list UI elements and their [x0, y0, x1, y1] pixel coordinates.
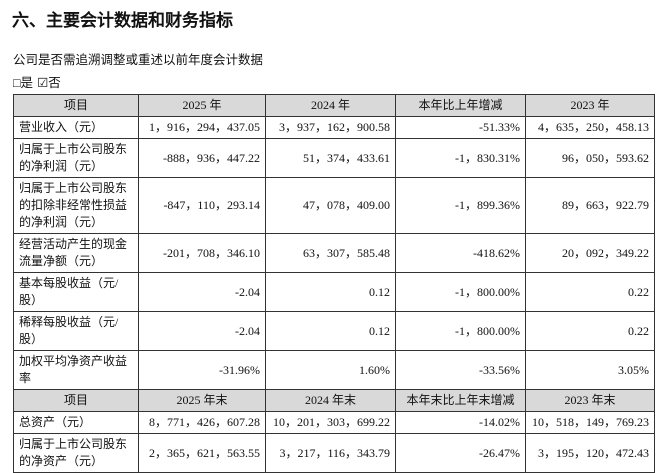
value-cell: -201，708，346.10	[138, 233, 266, 273]
header-cell: 本年比上年增减	[395, 94, 526, 117]
label-cell: 稀释每股收益（元/股）	[13, 311, 139, 351]
value-cell: 89，663，922.79	[525, 177, 655, 234]
header-cell: 2025 年	[138, 94, 266, 117]
value-cell: 0.12	[265, 311, 396, 351]
value-cell: 0.22	[525, 272, 655, 312]
label-cell: 加权平均净资产收益率	[13, 350, 139, 390]
header-cell: 2023 年	[525, 94, 655, 117]
value-cell: -33.56%	[395, 350, 526, 390]
value-cell: -1，800.00%	[395, 311, 526, 351]
value-cell: 10，518，149，769.23	[525, 411, 655, 434]
value-cell: -888，936，447.22	[138, 138, 266, 178]
row: 归属于上市公司股东的扣除非经常性损益的净利润（元） -847，110，293.14…	[13, 177, 655, 234]
value-cell: -1，830.31%	[395, 138, 526, 178]
value-cell: -51.33%	[395, 116, 526, 139]
row: 归属于上市公司股东的净资产（元） 2，365，621，563.55 3，217，11…	[13, 433, 655, 473]
header-cell: 2024 年	[265, 94, 396, 117]
header-row: 项目 2025 年末 2024 年末 本年末比上年末增减 2023 年末	[13, 389, 655, 412]
header-cell: 2025 年末	[138, 389, 266, 412]
question: 公司是否需追溯调整或重述以前年度会计数据	[13, 53, 264, 67]
row: 加权平均净资产收益率 -31.96% 1.60% -33.56% 3.05%	[13, 350, 655, 390]
value-cell: -847，110，293.14	[138, 177, 266, 234]
row: 归属于上市公司股东的净利润（元） -888，936，447.22 51，374，43…	[13, 138, 655, 178]
row: 基本每股收益（元/股） -2.04 0.12 -1，800.00% 0.22	[13, 272, 655, 312]
title: 六、主要会计数据和财务指标	[12, 11, 233, 30]
value-cell: -2.04	[138, 311, 266, 351]
value-cell: 2，365，621，563.55	[138, 433, 266, 473]
value-cell: 1，916，294，437.05	[138, 116, 266, 139]
label-cell: 归属于上市公司股东的净利润（元）	[13, 138, 139, 178]
value-cell: 63，307，585.48	[265, 233, 396, 273]
header-cell: 项目	[13, 94, 139, 117]
data-table: 项目 2025 年 2024 年本年比上年增减 2023 年营业收入（元） 1，916，…	[13, 94, 655, 473]
value-cell: 8，771，426，607.28	[138, 411, 266, 434]
row: 经营活动产生的现金流量净额（元） -201，708，346.10 63，307，58…	[13, 233, 655, 273]
row: 营业收入（元） 1，916，294，437.05 3，937，162，900.58-…	[13, 116, 655, 139]
header-cell: 2023 年末	[525, 389, 655, 412]
value-cell: 1.60%	[265, 350, 396, 390]
value-cell: 20，092，349.22	[525, 233, 655, 273]
value-cell: -418.62%	[395, 233, 526, 273]
value-cell: -26.47%	[395, 433, 526, 473]
value-cell: 51，374，433.61	[265, 138, 396, 178]
value-cell: -2.04	[138, 272, 266, 312]
value-cell: -31.96%	[138, 350, 266, 390]
options: □是 ☑否	[13, 72, 65, 91]
header-row: 项目 2025 年 2024 年本年比上年增减 2023 年	[13, 94, 655, 117]
value-cell: 3，217，116，343.79	[265, 433, 396, 473]
header-cell: 2024 年末	[265, 389, 396, 412]
value-cell: 10，201，303，699.22	[265, 411, 396, 434]
value-cell: 3，937，162，900.58	[265, 116, 396, 139]
label-cell: 归属于上市公司股东的净资产（元）	[13, 433, 139, 473]
row: 总资产（元） 8，771，426，607.28 10，201，303，699.22-…	[13, 411, 655, 434]
header-cell: 本年末比上年末增减	[395, 389, 526, 412]
header-cell: 项目	[13, 389, 139, 412]
label-cell: 总资产（元）	[13, 411, 139, 434]
value-cell: -1，800.00%	[395, 272, 526, 312]
value-cell: 96，050，593.62	[525, 138, 655, 178]
label-cell: 基本每股收益（元/股）	[13, 272, 139, 312]
label-cell: 营业收入（元）	[13, 116, 139, 139]
option: ☑否	[37, 76, 61, 90]
row: 稀释每股收益（元/股） -2.04 0.12 -1，800.00% 0.22	[13, 311, 655, 351]
label-cell: 归属于上市公司股东的扣除非经常性损益的净利润（元）	[13, 177, 139, 234]
value-cell: 0.22	[525, 311, 655, 351]
value-cell: 47，078，409.00	[265, 177, 396, 234]
value-cell: -1，899.36%	[395, 177, 526, 234]
label-cell: 经营活动产生的现金流量净额（元）	[13, 233, 139, 273]
value-cell: 3，195，120，472.43	[525, 433, 655, 473]
option: □是	[13, 76, 34, 90]
value-cell: -14.02%	[395, 411, 526, 434]
value-cell: 0.12	[265, 272, 396, 312]
value-cell: 4，635，250，458.13	[525, 116, 655, 139]
value-cell: 3.05%	[525, 350, 655, 390]
